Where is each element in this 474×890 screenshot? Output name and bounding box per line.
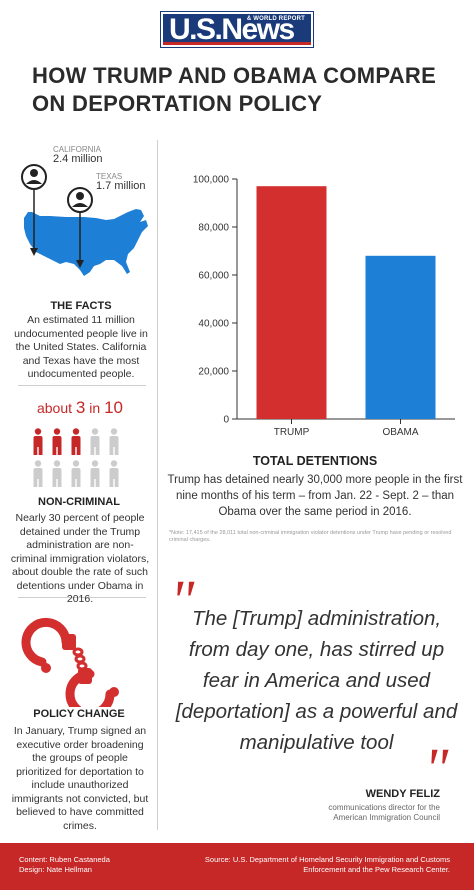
us-map <box>10 140 155 290</box>
chart-title: TOTAL DETENTIONS <box>252 454 378 468</box>
y-tick-label: 0 <box>223 415 229 426</box>
texas-pin-arrow <box>76 260 84 268</box>
noncriminal-heading: NON-CRIMINAL <box>38 496 120 508</box>
section-divider-2 <box>18 597 146 598</box>
page-title: HOW TRUMP AND OBAMA COMPARE ON DEPORTATI… <box>32 63 437 116</box>
x-tick-label: OBAMA <box>382 427 418 438</box>
chain-link-3 <box>76 661 88 671</box>
person-icon <box>71 460 81 487</box>
person-icon <box>109 460 119 487</box>
quote-text: The [Trump] administration, from day one… <box>175 607 458 754</box>
person-icon <box>90 460 100 487</box>
quote-author: WENDY FELIZ <box>365 788 440 800</box>
footer: Content: Ruben Castaneda Design: Nate He… <box>0 843 474 890</box>
person-icon <box>52 428 62 455</box>
about-mid: in <box>85 400 105 416</box>
y-tick-label: 60,000 <box>198 271 229 282</box>
quote-author-role: communications director for the American… <box>328 803 440 822</box>
logo-redbar <box>163 42 311 45</box>
person-icon <box>33 460 43 487</box>
person-icon <box>52 460 62 487</box>
person-icon <box>109 428 119 455</box>
chain-link-1 <box>72 647 84 657</box>
texas-person-head <box>76 192 84 200</box>
policy-body: In January, Trump signed an executive or… <box>11 725 149 832</box>
bar-trump <box>256 186 327 419</box>
facts-body: An estimated 11 million undocumented peo… <box>14 314 148 380</box>
texas-person-body <box>72 203 88 207</box>
us-map-shape <box>24 209 148 276</box>
people-pictogram <box>33 428 119 487</box>
policy-heading: POLICY CHANGE <box>33 708 125 720</box>
texas-value: 1.7 million <box>96 180 146 192</box>
person-icon <box>33 428 43 455</box>
content-credit: Content: Ruben Castaneda <box>19 855 110 864</box>
about-3-in-10: about 3 in 10 <box>10 398 150 418</box>
california-pin-arrow <box>30 248 38 256</box>
facts-heading: THE FACTS <box>50 300 112 312</box>
about-den: 10 <box>104 398 123 417</box>
column-divider <box>157 140 158 830</box>
chart-description: Trump has detained nearly 30,000 more pe… <box>167 474 463 518</box>
us-map-graphic <box>21 164 148 276</box>
about-prefix: about <box>36 400 76 416</box>
person-icon <box>71 428 81 455</box>
chart-note: *Note: 17,415 of the 28,011 total non-cr… <box>169 530 452 543</box>
logo-tagline: & WORLD REPORT <box>246 16 305 22</box>
about-num: 3 <box>75 398 86 417</box>
detentions-chart: 0 20,000 40,000 60,000 80,000 100,000 TRUMP OBA… <box>193 175 455 438</box>
right-cuff-lock <box>78 668 92 684</box>
y-tick-label: 40,000 <box>198 319 229 330</box>
noncriminal-body: Nearly 30 percent of people detained und… <box>10 512 150 605</box>
left-cuff-ring <box>21 617 71 667</box>
california-label: CALIFORNIA <box>53 145 102 154</box>
left-cuff-hinge <box>41 663 51 673</box>
y-tick-label: 80,000 <box>198 223 229 234</box>
usnews-logo[interactable]: U.S.News & WORLD REPORT <box>160 11 314 48</box>
open-quote-mark: " <box>170 568 195 633</box>
california-value: 2.4 million <box>53 153 103 165</box>
california-person-head <box>30 169 38 177</box>
bar-obama <box>365 255 436 419</box>
logo-brand: U.S.News <box>169 13 295 46</box>
right-cuff-hinge <box>109 687 119 697</box>
credits: Content: Ruben Castaneda Design: Nate He… <box>19 855 110 875</box>
person-icon <box>90 428 100 455</box>
california-person-body <box>26 180 42 184</box>
y-tick-label: 20,000 <box>198 367 229 378</box>
left-cuff-lock <box>62 634 76 650</box>
y-tick-label: 100,000 <box>193 175 230 186</box>
source-text: Source: U.S. Department of Homeland Secu… <box>204 855 450 874</box>
texas-label: TEXAS <box>96 172 123 181</box>
section-divider-1 <box>18 385 146 386</box>
close-quote-mark: " <box>424 736 449 801</box>
right-cuff-ring <box>65 669 115 707</box>
x-tick-label: TRUMP <box>274 427 310 438</box>
handcuffs-icon <box>21 617 119 707</box>
chain-link-2 <box>74 654 86 664</box>
design-credit: Design: Nate Hellman <box>19 865 92 874</box>
